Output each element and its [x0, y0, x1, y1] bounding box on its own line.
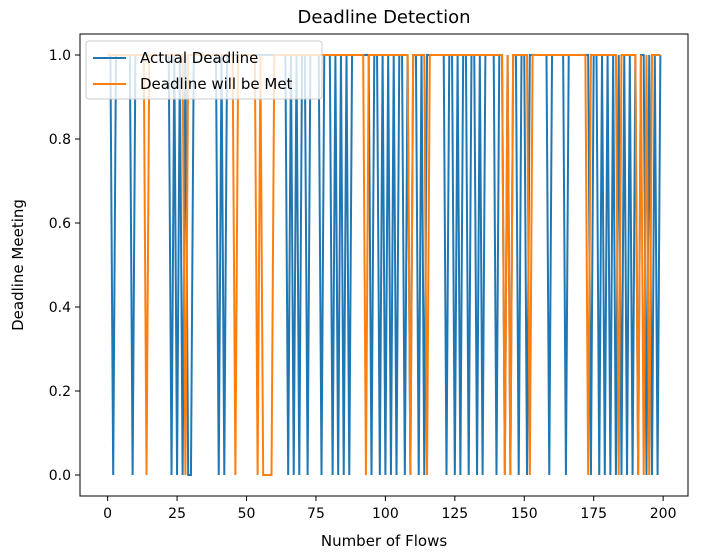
x-axis: 0 25 50 75 100 125 150 175 200: [103, 496, 677, 522]
y-tick-label: 0.4: [49, 300, 71, 316]
y-tick-label: 0.0: [49, 468, 71, 484]
y-tick-label: 1.0: [49, 48, 71, 64]
x-tick-label: 150: [511, 506, 538, 522]
x-tick-label: 125: [441, 506, 468, 522]
legend-label-deadline-will-be-met: Deadline will be Met: [140, 75, 293, 93]
y-axis: 0.0 0.2 0.4 0.6 0.8 1.0: [49, 48, 80, 484]
legend-box: [85, 40, 323, 100]
plot-series-group: [107, 54, 662, 476]
x-tick-label: 75: [307, 506, 325, 522]
chart-title: Deadline Detection: [297, 7, 470, 28]
x-tick-label: 0: [103, 506, 112, 522]
y-axis-label: Deadline Meeting: [9, 199, 27, 331]
plot-frame: [79, 33, 689, 497]
series-line-0: [107, 54, 662, 476]
y-tick-label: 0.6: [49, 216, 71, 232]
y-tick-label: 0.2: [49, 384, 71, 400]
y-tick-label: 0.8: [49, 132, 71, 148]
legend-label-actual-deadline: Actual Deadline: [140, 49, 258, 67]
x-tick-label: 100: [372, 506, 399, 522]
x-tick-label: 200: [650, 506, 677, 522]
x-tick-label: 175: [580, 506, 607, 522]
legend: Actual Deadline Deadline will be Met: [85, 40, 323, 100]
x-tick-label: 50: [238, 506, 256, 522]
x-tick-label: 25: [168, 506, 186, 522]
x-axis-label: Number of Flows: [321, 532, 447, 550]
